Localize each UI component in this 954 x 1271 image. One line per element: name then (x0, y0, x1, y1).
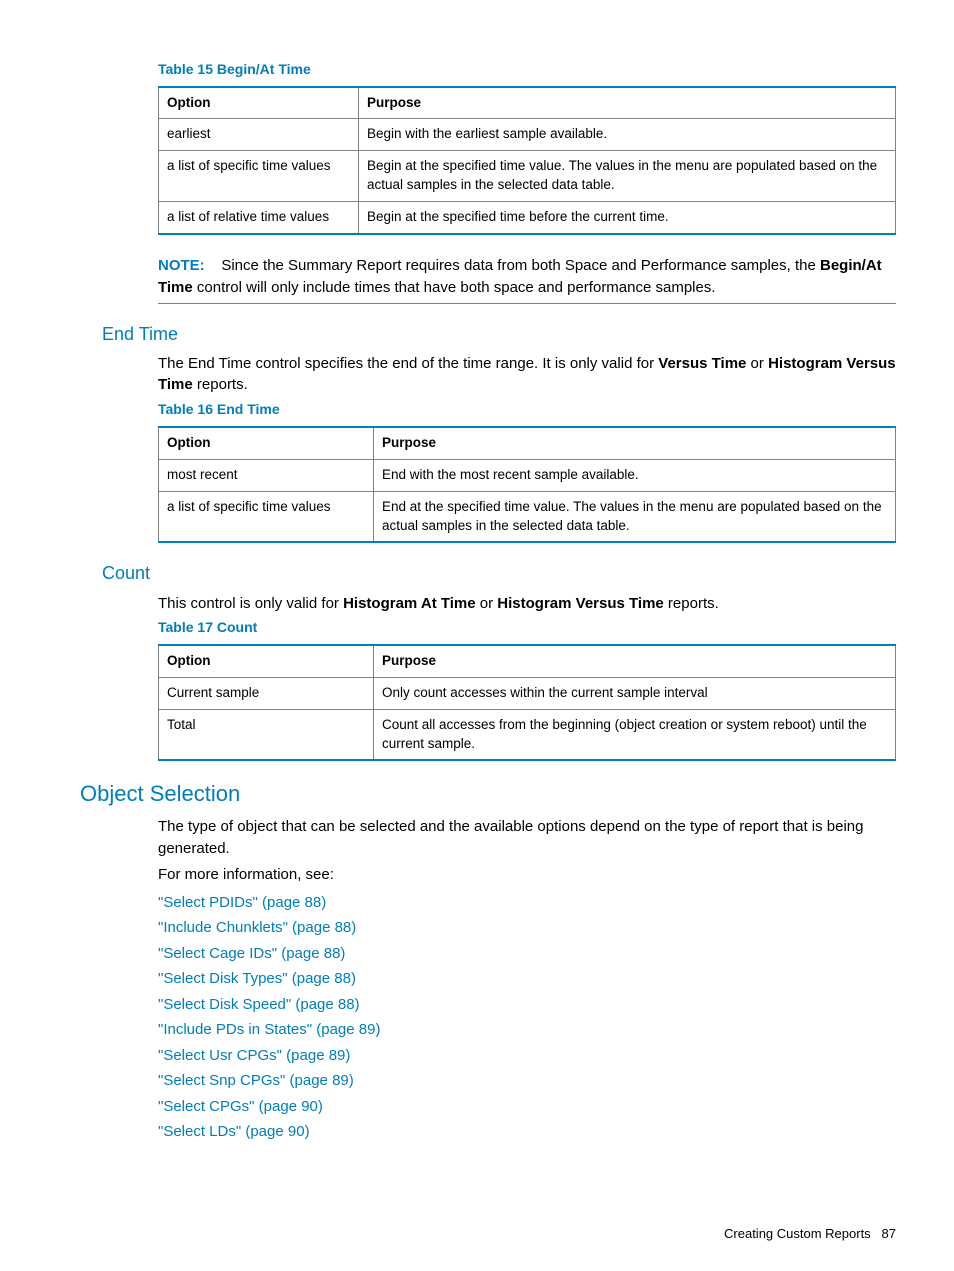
table15-col-option: Option (159, 87, 359, 119)
link-include-pds-in-states[interactable]: "Include PDs in States" (page 89) (158, 1017, 896, 1043)
link-select-lds[interactable]: "Select LDs" (page 90) (158, 1119, 896, 1145)
page-footer: Creating Custom Reports 87 (724, 1225, 896, 1243)
table-row: Current sample Only count accesses withi… (159, 677, 896, 709)
table16-col-purpose: Purpose (374, 427, 896, 459)
table-row: most recent End with the most recent sam… (159, 459, 896, 491)
count-intro: This control is only valid for Histogram… (158, 593, 896, 615)
link-select-cpgs[interactable]: "Select CPGs" (page 90) (158, 1094, 896, 1120)
table-row: earliest Begin with the earliest sample … (159, 119, 896, 151)
table17-caption: Table 17 Count (158, 618, 896, 638)
link-list: "Select PDIDs" (page 88) "Include Chunkl… (158, 890, 896, 1145)
count-after: reports. (664, 595, 719, 612)
note-text-after: control will only include times that hav… (193, 279, 716, 296)
table-cell: Begin at the specified time before the c… (359, 202, 896, 234)
table-cell: Current sample (159, 677, 374, 709)
table-cell: most recent (159, 459, 374, 491)
table16-caption: Table 16 End Time (158, 400, 896, 420)
link-select-usr-cpgs[interactable]: "Select Usr CPGs" (page 89) (158, 1043, 896, 1069)
link-select-disk-speed[interactable]: "Select Disk Speed" (page 88) (158, 992, 896, 1018)
table15-caption: Table 15 Begin/At Time (158, 60, 896, 80)
table15: Option Purpose earliest Begin with the e… (158, 86, 896, 235)
table-cell: earliest (159, 119, 359, 151)
end-time-intro: The End Time control specifies the end o… (158, 353, 896, 397)
link-select-snp-cpgs[interactable]: "Select Snp CPGs" (page 89) (158, 1068, 896, 1094)
end-time-heading: End Time (102, 322, 896, 347)
table16-col-option: Option (159, 427, 374, 459)
object-selection-para1: The type of object that can be selected … (158, 816, 896, 860)
table-cell: a list of specific time values (159, 491, 374, 542)
count-mid: or (476, 595, 498, 612)
link-select-pdids[interactable]: "Select PDIDs" (page 88) (158, 890, 896, 916)
count-heading: Count (102, 561, 896, 586)
count-intro-before: This control is only valid for (158, 595, 343, 612)
note-text: Since the Summary Report requires data f… (221, 257, 820, 274)
table17-col-purpose: Purpose (374, 645, 896, 677)
page-container: Table 15 Begin/At Time Option Purpose ea… (0, 0, 954, 1271)
end-time-intro-before: The End Time control specifies the end o… (158, 355, 658, 372)
table-cell: End at the specified time value. The val… (374, 491, 896, 542)
table-row: a list of relative time values Begin at … (159, 202, 896, 234)
table16: Option Purpose most recent End with the … (158, 426, 896, 544)
link-select-cage-ids[interactable]: "Select Cage IDs" (page 88) (158, 941, 896, 967)
table17-col-option: Option (159, 645, 374, 677)
table-cell: Total (159, 709, 374, 760)
table-cell: a list of specific time values (159, 151, 359, 202)
table15-col-purpose: Purpose (359, 87, 896, 119)
link-select-disk-types[interactable]: "Select Disk Types" (page 88) (158, 966, 896, 992)
table-cell: End with the most recent sample availabl… (374, 459, 896, 491)
end-time-after: reports. (193, 376, 248, 393)
link-include-chunklets[interactable]: "Include Chunklets" (page 88) (158, 915, 896, 941)
count-bold2: Histogram Versus Time (497, 595, 663, 612)
table-cell: a list of relative time values (159, 202, 359, 234)
table-cell: Count all accesses from the beginning (o… (374, 709, 896, 760)
table17: Option Purpose Current sample Only count… (158, 644, 896, 762)
table-row: a list of specific time values End at th… (159, 491, 896, 542)
end-time-bold1: Versus Time (658, 355, 746, 372)
table-header-row: Option Purpose (159, 427, 896, 459)
object-selection-heading: Object Selection (80, 779, 896, 810)
table-header-row: Option Purpose (159, 87, 896, 119)
footer-text: Creating Custom Reports (724, 1226, 871, 1241)
note-block: NOTE: Since the Summary Report requires … (158, 255, 896, 304)
footer-page-number: 87 (882, 1226, 896, 1241)
table-cell: Only count accesses within the current s… (374, 677, 896, 709)
table-row: a list of specific time values Begin at … (159, 151, 896, 202)
table-cell: Begin at the specified time value. The v… (359, 151, 896, 202)
table-header-row: Option Purpose (159, 645, 896, 677)
count-bold1: Histogram At Time (343, 595, 476, 612)
table-row: Total Count all accesses from the beginn… (159, 709, 896, 760)
table-cell: Begin with the earliest sample available… (359, 119, 896, 151)
end-time-mid: or (746, 355, 768, 372)
object-selection-para2: For more information, see: (158, 864, 896, 886)
note-label: NOTE: (158, 257, 205, 274)
